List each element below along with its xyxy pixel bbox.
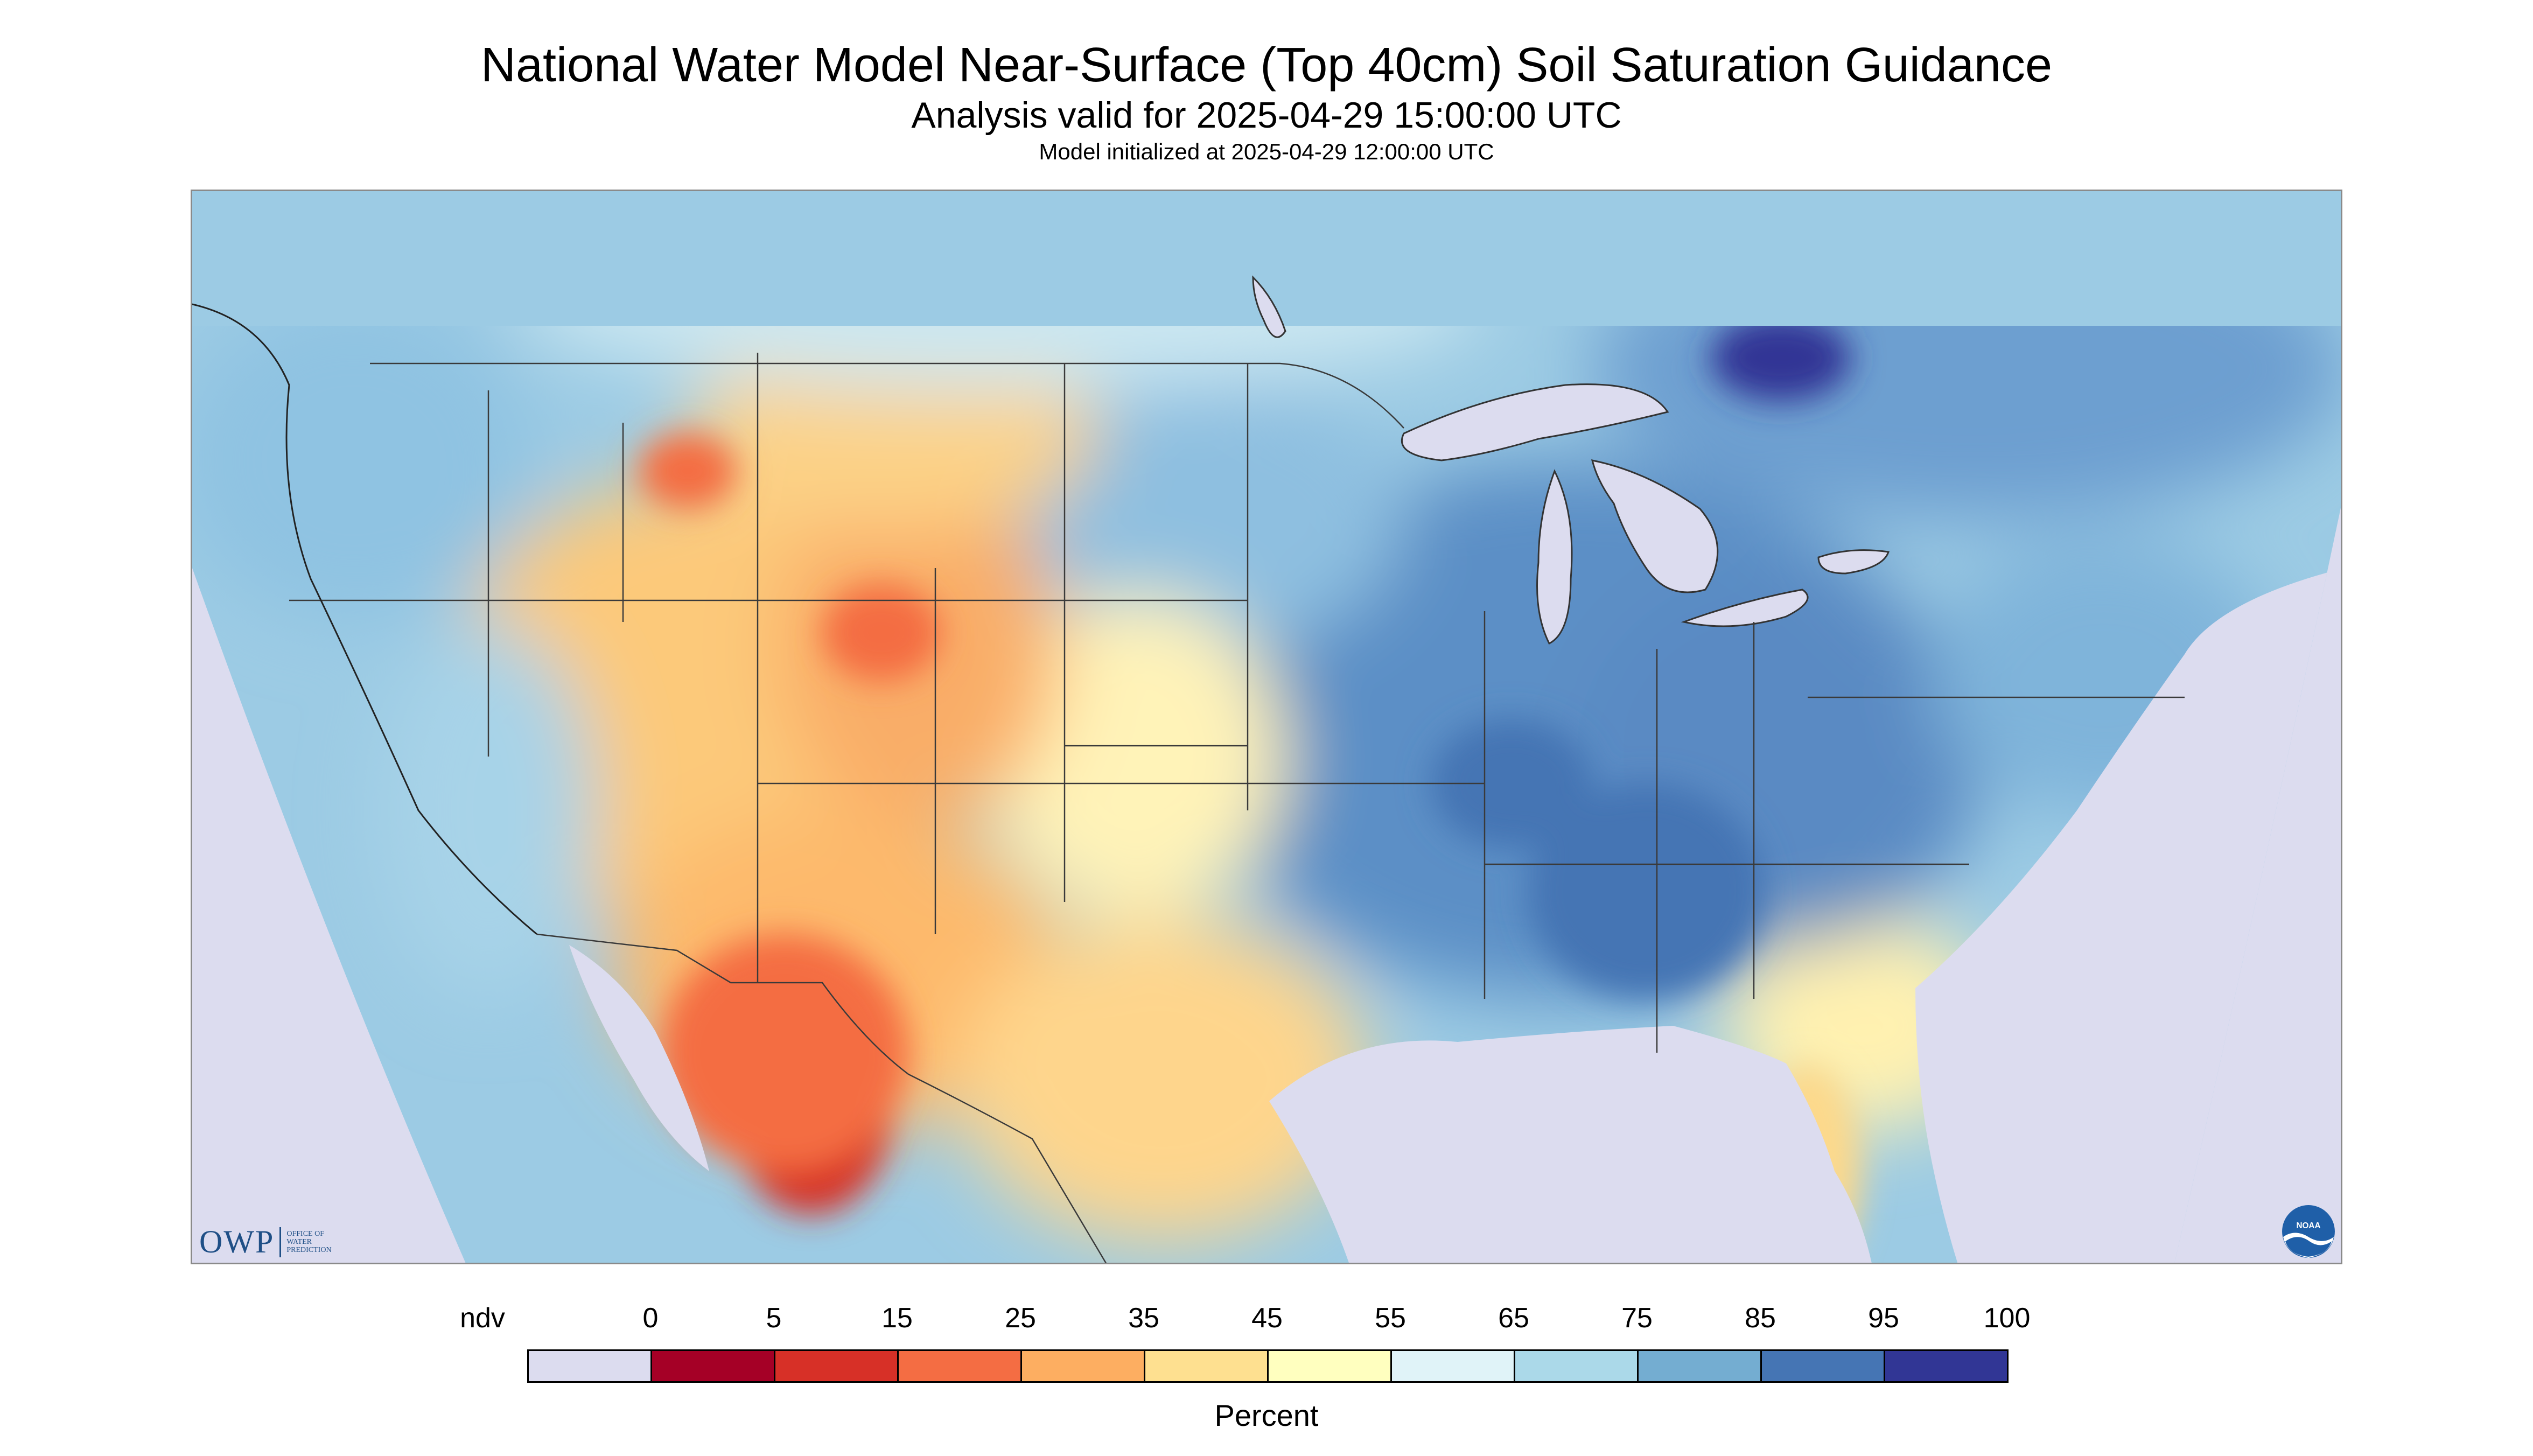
legend-tick-label: 25 bbox=[1005, 1303, 1036, 1334]
legend-swatch bbox=[1267, 1349, 1392, 1383]
political-boundaries bbox=[289, 353, 2185, 1263]
legend-swatch bbox=[1390, 1349, 1515, 1383]
map-title: National Water Model Near-Surface (Top 4… bbox=[480, 38, 2052, 92]
noaa-logo: NOAA bbox=[2282, 1205, 2335, 1258]
legend-swatch bbox=[897, 1349, 1022, 1383]
region-colorado-hotspot bbox=[822, 584, 941, 681]
soil-saturation-map bbox=[191, 190, 2342, 1264]
legend-tick-label: 55 bbox=[1375, 1303, 1406, 1334]
west-coastline bbox=[192, 303, 537, 935]
noaa-letters: NOAA bbox=[2297, 1221, 2321, 1230]
legend-tick-label: 65 bbox=[1498, 1303, 1529, 1334]
lake-huron bbox=[1591, 459, 1719, 593]
owp-logo: OWP OFFICE OF WATER PREDICTION bbox=[199, 1223, 332, 1261]
legend-tick-label: 35 bbox=[1128, 1303, 1159, 1334]
legend-tick-label: 0 bbox=[642, 1303, 659, 1334]
lake-michigan bbox=[1536, 469, 1573, 645]
gulf-of-california bbox=[569, 945, 709, 1171]
region-chihuahua-ring bbox=[661, 934, 908, 1171]
region-canada-prairies bbox=[515, 326, 1485, 390]
region-pacific-northwest bbox=[192, 326, 531, 622]
legend-tick-label: 100 bbox=[1983, 1303, 2031, 1334]
owp-subtext: OFFICE OF WATER PREDICTION bbox=[286, 1230, 331, 1254]
lake-erie bbox=[1681, 589, 1809, 627]
legend-swatch bbox=[774, 1349, 899, 1383]
lake-winnipeg bbox=[1252, 275, 1286, 338]
legend-tick-label: 5 bbox=[766, 1303, 782, 1334]
legend-swatch bbox=[1760, 1349, 1885, 1383]
lake-superior bbox=[1401, 383, 1669, 461]
map-canvas bbox=[192, 191, 2341, 1263]
legend-swatch bbox=[1884, 1349, 2009, 1383]
owp-sub-line: WATER bbox=[286, 1238, 312, 1246]
legend-swatch bbox=[1637, 1349, 1762, 1383]
owp-sub-line: PREDICTION bbox=[286, 1246, 332, 1254]
analysis-valid-subtitle: Analysis valid for 2025-04-29 15:00:00 U… bbox=[911, 95, 1622, 136]
legend-tick-label: 75 bbox=[1621, 1303, 1653, 1334]
lake-ontario bbox=[1817, 549, 1890, 575]
region-idaho-hotspot bbox=[639, 433, 736, 509]
us-canada-border bbox=[370, 362, 1404, 429]
legend-swatch-ndv bbox=[527, 1349, 652, 1383]
region-texas-south bbox=[957, 918, 1366, 1241]
gulf-of-mexico bbox=[1269, 1026, 1872, 1263]
region-lower-mississippi bbox=[1528, 783, 1765, 999]
model-initialized-subtitle: Model initialized at 2025-04-29 12:00:00… bbox=[1039, 139, 1494, 164]
legend-tick-label: 15 bbox=[881, 1303, 913, 1334]
region-ozarks bbox=[1431, 719, 1592, 848]
region-central-plains bbox=[984, 595, 1285, 918]
color-legend: ndv 0 5 15 25 35 45 55 65 75 85 95 100 Percent bbox=[0, 1292, 2533, 1454]
legend-ndv-label: ndv bbox=[460, 1303, 505, 1334]
great-lakes bbox=[1252, 275, 1890, 645]
legend-swatch bbox=[1514, 1349, 1639, 1383]
legend-tick-label: 85 bbox=[1745, 1303, 1776, 1334]
region-california-coast bbox=[381, 622, 596, 999]
owp-divider bbox=[279, 1227, 282, 1257]
region-hudson-bay-lowland bbox=[1711, 326, 1851, 401]
legend-tick-label: 45 bbox=[1251, 1303, 1283, 1334]
legend-unit-label: Percent bbox=[1214, 1398, 1319, 1432]
legend-swatch bbox=[650, 1349, 775, 1383]
legend-tick-label: 95 bbox=[1868, 1303, 1899, 1334]
us-mexico-border bbox=[536, 933, 1107, 1263]
legend-swatch bbox=[1144, 1349, 1269, 1383]
owp-sub-line: OFFICE OF bbox=[286, 1230, 324, 1238]
region-ontario-quebec bbox=[1592, 326, 2341, 520]
atlantic-ocean bbox=[1915, 508, 2341, 1263]
legend-swatch bbox=[1020, 1349, 1145, 1383]
owp-letters: OWP bbox=[199, 1224, 275, 1259]
region-northern-plains bbox=[1027, 380, 1404, 649]
